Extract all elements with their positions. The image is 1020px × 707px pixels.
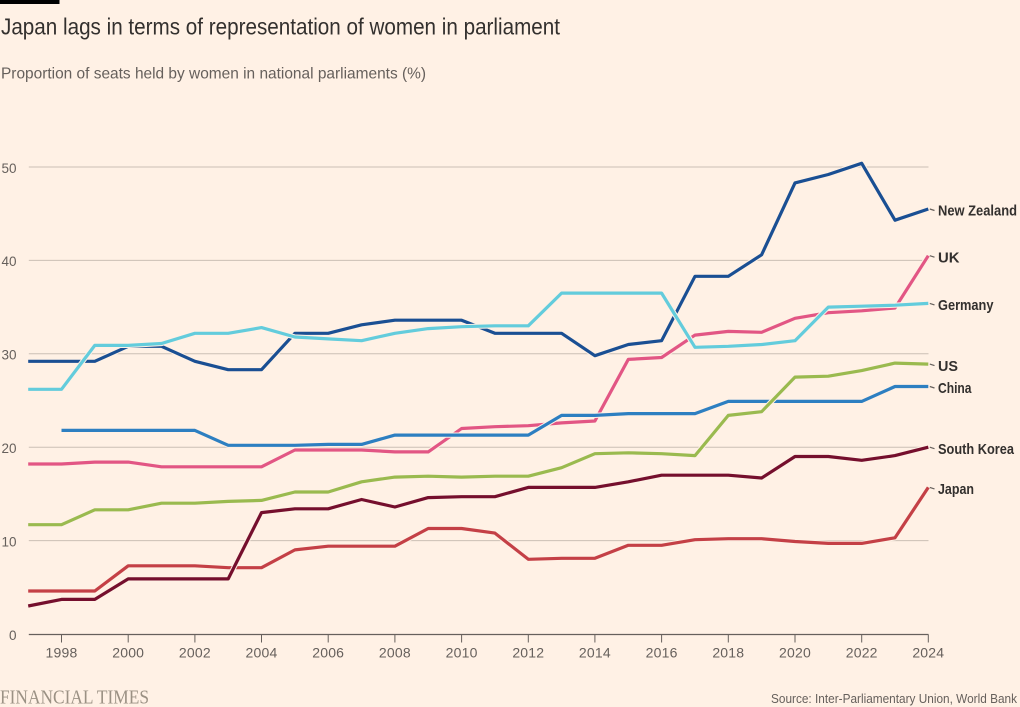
- svg-text:China: China: [938, 380, 972, 397]
- svg-text:2020: 2020: [779, 645, 811, 661]
- svg-text:New Zealand: New Zealand: [938, 203, 1017, 220]
- svg-text:2006: 2006: [312, 645, 344, 661]
- svg-text:50: 50: [1, 161, 16, 176]
- svg-text:30: 30: [1, 348, 16, 363]
- svg-text:2004: 2004: [246, 645, 278, 661]
- svg-text:0: 0: [9, 628, 17, 643]
- svg-text:UK: UK: [938, 249, 960, 266]
- svg-text:20: 20: [1, 441, 16, 456]
- svg-text:Germany: Germany: [938, 297, 994, 314]
- svg-text:2018: 2018: [712, 645, 744, 661]
- svg-text:FINANCIAL TIMES: FINANCIAL TIMES: [0, 687, 149, 707]
- svg-text:2024: 2024: [912, 645, 944, 661]
- svg-text:2022: 2022: [846, 645, 878, 661]
- svg-text:Proportion of seats held by wo: Proportion of seats held by women in nat…: [1, 66, 426, 83]
- svg-text:10: 10: [1, 534, 16, 549]
- svg-text:2014: 2014: [579, 645, 611, 661]
- svg-text:2008: 2008: [379, 645, 411, 661]
- svg-text:2002: 2002: [179, 645, 211, 661]
- svg-text:South Korea: South Korea: [938, 441, 1015, 458]
- svg-text:Japan lags in terms of represe: Japan lags in terms of representation of…: [1, 14, 561, 40]
- svg-text:Source: Inter-Parliamentary Un: Source: Inter-Parliamentary Union, World…: [771, 691, 1017, 706]
- svg-text:2000: 2000: [112, 645, 144, 661]
- svg-text:40: 40: [1, 254, 16, 269]
- svg-text:2012: 2012: [512, 645, 544, 661]
- svg-text:US: US: [938, 358, 958, 375]
- svg-text:2010: 2010: [446, 645, 478, 661]
- svg-text:Japan: Japan: [938, 481, 974, 498]
- svg-text:1998: 1998: [46, 645, 78, 661]
- svg-text:2016: 2016: [646, 645, 678, 661]
